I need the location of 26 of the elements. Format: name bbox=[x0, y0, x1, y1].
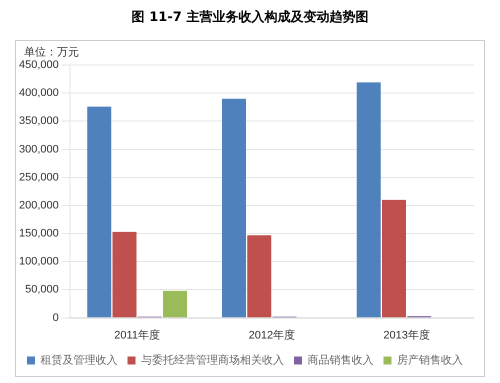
y-tick-label: 0 bbox=[52, 312, 59, 324]
y-tick-label: 200,000 bbox=[18, 199, 59, 212]
bar bbox=[87, 106, 112, 318]
legend-label: 与委托经营管理商场相关收入 bbox=[141, 354, 284, 367]
y-tick-label: 350,000 bbox=[18, 115, 59, 128]
legend-label: 租赁及管理收入 bbox=[40, 354, 118, 367]
y-tick-label: 300,000 bbox=[18, 143, 59, 156]
bar bbox=[112, 232, 137, 318]
y-tick-label: 250,000 bbox=[18, 171, 59, 184]
chart-title: 图 11-7 主营业务收入构成及变动趋势图 bbox=[130, 8, 370, 27]
y-tick-label: 100,000 bbox=[18, 256, 59, 268]
x-tick-label: 2011年度 bbox=[114, 328, 160, 342]
bar bbox=[382, 200, 406, 318]
y-axis-title: 单位：万元 bbox=[24, 45, 79, 58]
x-tick-label: 2013年度 bbox=[383, 328, 430, 342]
bar bbox=[163, 290, 188, 318]
bar bbox=[222, 98, 246, 318]
bar bbox=[247, 235, 272, 318]
bar bbox=[356, 82, 381, 318]
y-tick-label: 450,000 bbox=[18, 59, 59, 72]
y-tick-label: 400,000 bbox=[18, 87, 59, 100]
y-tick-label: 50,000 bbox=[25, 284, 59, 296]
x-tick-label: 2012年度 bbox=[248, 328, 296, 342]
y-tick-label: 150,000 bbox=[18, 228, 59, 240]
legend-label: 房产销售收入 bbox=[397, 354, 463, 367]
legend-label: 商品销售收入 bbox=[308, 354, 374, 367]
